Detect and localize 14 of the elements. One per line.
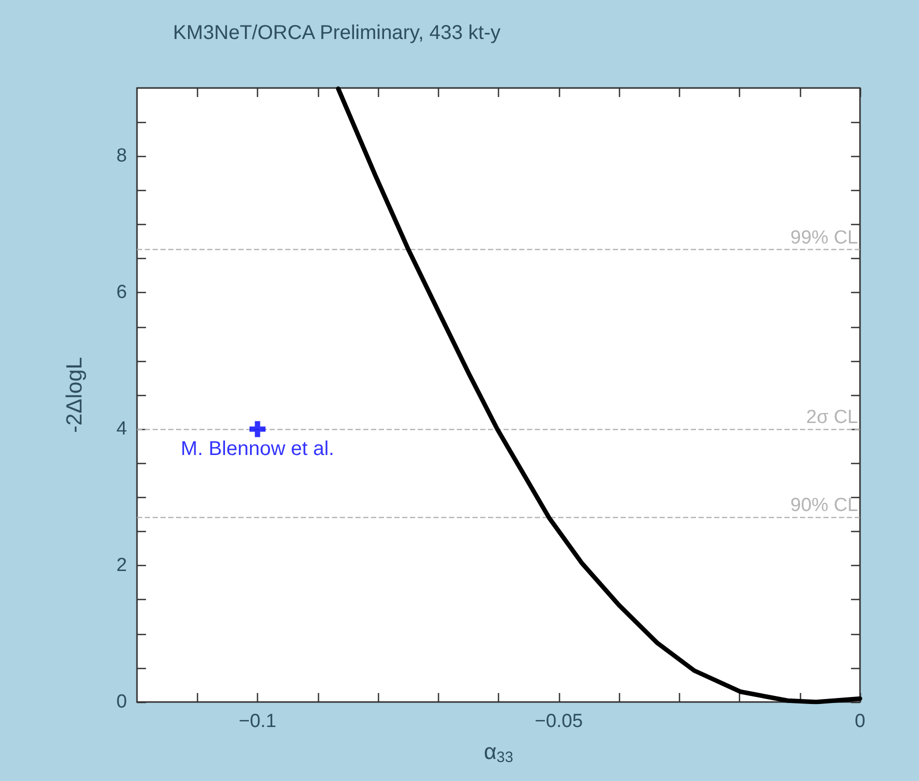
y-tick-label: 4 [116, 418, 128, 440]
y-tick-label: 6 [116, 282, 127, 304]
ref-line-label: 99% CL [790, 228, 858, 249]
ref-line-label: 90% CL [790, 495, 858, 516]
chart-title: KM3NeT/ORCA Preliminary, 433 kt-y [173, 22, 500, 44]
ref-line-label: 2σ CL [806, 407, 858, 428]
x-tick-label: −0.05 [534, 711, 583, 732]
x-tick-label: −0.1 [238, 711, 276, 732]
series-label: M. Blennow et al. [180, 438, 334, 460]
y-axis-title: -2ΔlogL [62, 357, 86, 433]
x-tick-label: 0 [854, 711, 866, 732]
y-tick-label: 2 [116, 555, 127, 576]
y-tick-label: 0 [116, 692, 127, 712]
y-tick-label: 8 [116, 146, 127, 167]
